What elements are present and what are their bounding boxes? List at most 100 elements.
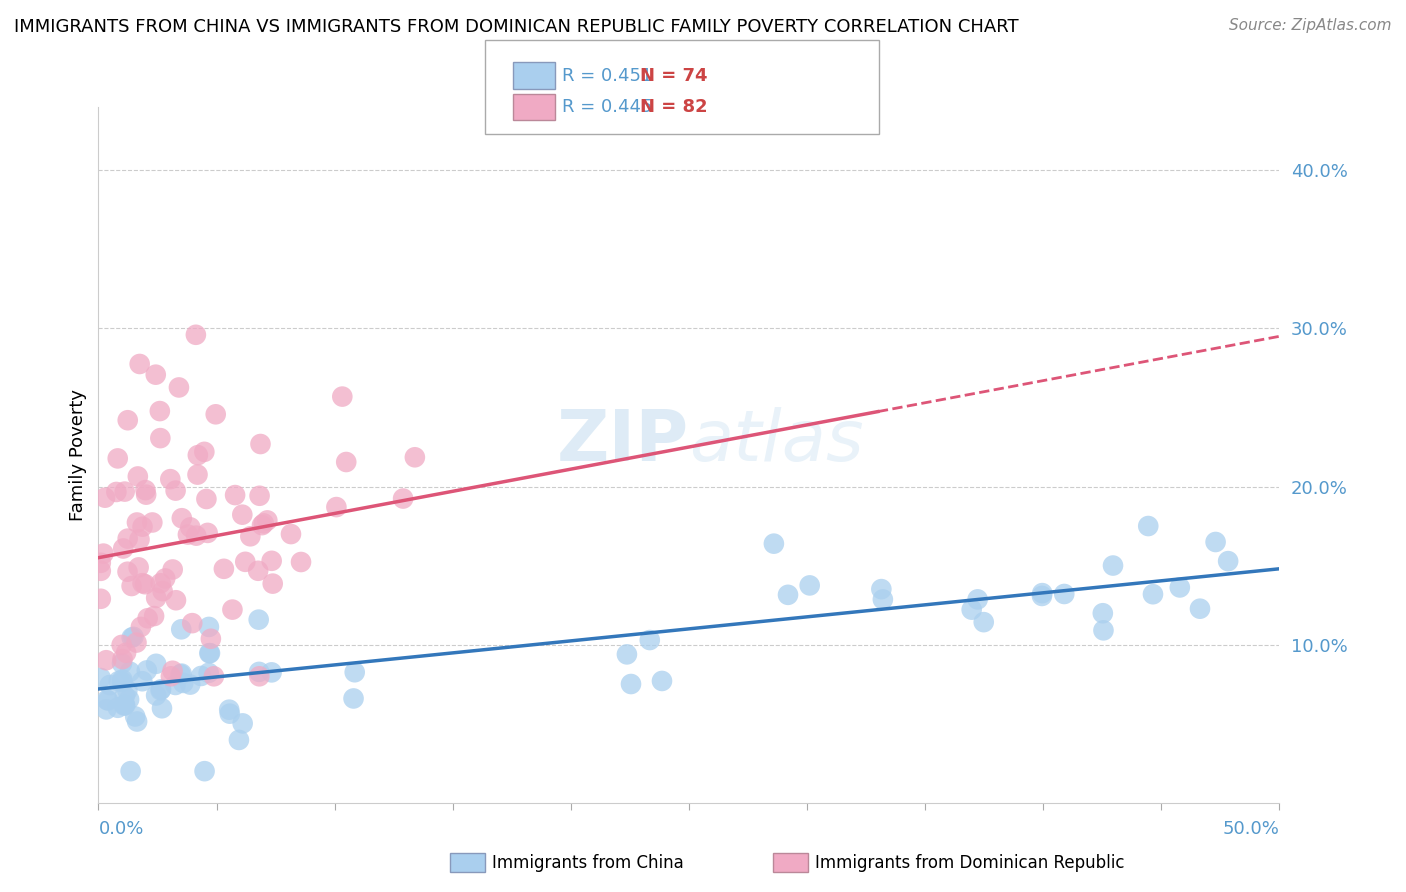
Point — [159, 472, 181, 486]
Point — [186, 467, 208, 482]
Point — [1031, 586, 1053, 600]
Point — [1091, 606, 1114, 620]
Point — [1092, 624, 1115, 638]
Point — [253, 516, 276, 531]
Point — [117, 532, 139, 546]
Point — [325, 500, 347, 514]
Point — [131, 576, 153, 591]
Point — [1188, 601, 1211, 615]
Point — [115, 646, 138, 660]
Point — [134, 577, 156, 591]
Point — [125, 635, 148, 649]
Y-axis label: Family Poverty: Family Poverty — [69, 389, 87, 521]
Point — [198, 646, 221, 660]
Point — [118, 665, 141, 679]
Text: N = 74: N = 74 — [640, 67, 707, 85]
Point — [121, 631, 143, 645]
Point — [330, 390, 353, 404]
Point — [184, 327, 207, 342]
Point — [145, 368, 167, 382]
Point — [249, 437, 271, 451]
Point — [1142, 587, 1164, 601]
Point — [198, 646, 221, 660]
Point — [1053, 587, 1076, 601]
Point — [335, 455, 357, 469]
Point — [149, 431, 172, 445]
Text: atlas: atlas — [689, 407, 863, 475]
Point — [960, 602, 983, 616]
Point — [134, 483, 156, 497]
Point — [97, 693, 120, 707]
Point — [218, 706, 240, 721]
Point — [280, 527, 302, 541]
Text: Immigrants from China: Immigrants from China — [492, 854, 683, 871]
Point — [228, 733, 250, 747]
Point — [260, 665, 283, 680]
Point — [256, 513, 278, 527]
Point — [143, 609, 166, 624]
Point — [233, 555, 256, 569]
Point — [111, 652, 134, 666]
Text: R = 0.445: R = 0.445 — [562, 98, 652, 116]
Point — [150, 701, 173, 715]
Point — [118, 692, 141, 706]
Point — [616, 648, 638, 662]
Point — [149, 683, 172, 698]
Point — [111, 638, 134, 652]
Point — [120, 764, 142, 779]
Point — [94, 491, 117, 505]
Point — [90, 564, 112, 578]
Point — [392, 491, 415, 506]
Point — [96, 653, 118, 667]
Point — [262, 576, 284, 591]
Point — [221, 602, 243, 616]
Point — [1168, 581, 1191, 595]
Point — [135, 488, 157, 502]
Text: Immigrants from Dominican Republic: Immigrants from Dominican Republic — [815, 854, 1125, 871]
Point — [170, 623, 193, 637]
Point — [124, 709, 146, 723]
Text: N = 82: N = 82 — [640, 98, 707, 116]
Point — [1031, 589, 1053, 603]
Point — [90, 591, 112, 606]
Point — [160, 669, 183, 683]
Point — [96, 693, 118, 707]
Point — [872, 592, 894, 607]
Point — [197, 665, 219, 680]
Point — [107, 451, 129, 466]
Point — [141, 516, 163, 530]
Point — [131, 519, 153, 533]
Point — [195, 491, 218, 506]
Point — [247, 613, 270, 627]
Point — [200, 632, 222, 646]
Point — [150, 682, 173, 697]
Point — [149, 576, 172, 591]
Point — [620, 677, 643, 691]
Point — [1102, 558, 1125, 573]
Point — [128, 533, 150, 547]
Point — [224, 488, 246, 502]
Point — [187, 448, 209, 462]
Point — [114, 698, 136, 712]
Text: IMMIGRANTS FROM CHINA VS IMMIGRANTS FROM DOMINICAN REPUBLIC FAMILY POVERTY CORRE: IMMIGRANTS FROM CHINA VS IMMIGRANTS FROM… — [14, 18, 1019, 36]
Point — [250, 518, 273, 533]
Point — [165, 678, 187, 692]
Point — [170, 666, 193, 681]
Point — [186, 528, 208, 542]
Point — [121, 579, 143, 593]
Point — [114, 484, 136, 499]
Point — [193, 445, 215, 459]
Point — [776, 588, 799, 602]
Point — [239, 529, 262, 543]
Point — [117, 683, 139, 698]
Point — [202, 669, 225, 683]
Text: R = 0.451: R = 0.451 — [562, 67, 652, 85]
Point — [128, 357, 150, 371]
Point — [247, 669, 270, 683]
Point — [232, 716, 254, 731]
Point — [135, 664, 157, 678]
Point — [105, 485, 128, 500]
Point — [145, 657, 167, 671]
Point — [342, 691, 364, 706]
Point — [93, 547, 115, 561]
